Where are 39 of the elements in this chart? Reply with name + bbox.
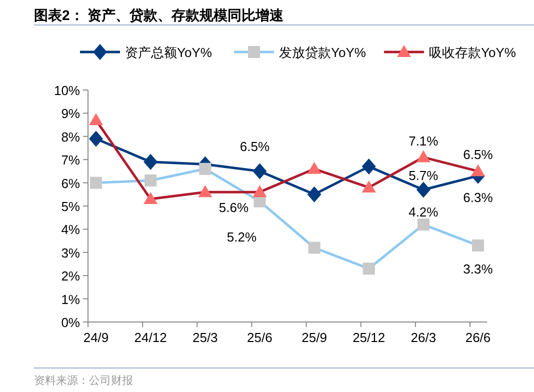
point xyxy=(252,163,267,180)
chart-title: 图表2： 资产、贷款、存款规模同比增速 xyxy=(34,7,285,23)
data-label: 6.5% xyxy=(240,139,270,154)
x-tick-label: 25/6 xyxy=(247,330,272,345)
y-tick-label: 0% xyxy=(61,315,80,330)
data-label: 6.3% xyxy=(463,190,494,205)
data-label: 4.2% xyxy=(408,204,439,220)
text: 资料来源：公司财报 xyxy=(34,374,133,387)
data-label: 5.6% xyxy=(218,200,249,216)
y-tick-label: 4% xyxy=(61,222,80,238)
data-label: 7.1% xyxy=(408,133,439,148)
y-tick-label: 5% xyxy=(61,199,80,214)
y-tick-label: 3% xyxy=(61,245,80,260)
legend-label: 资产总额YoY% xyxy=(125,45,212,60)
x-tick-label: 25/9 xyxy=(302,330,327,345)
data-label: 3.3% xyxy=(463,261,494,276)
point xyxy=(362,158,376,175)
x-tick-label: 25/3 xyxy=(192,330,218,345)
y-tick-label: 10% xyxy=(54,83,80,98)
data-label: 5.7% xyxy=(408,168,439,183)
point xyxy=(307,186,322,202)
x-tick-label: 26/3 xyxy=(410,330,436,345)
y-tick-label: 8% xyxy=(61,129,80,144)
x-tick-label: 25/12 xyxy=(352,330,386,345)
point xyxy=(416,182,430,198)
point xyxy=(89,130,103,147)
y-tick-label: 2% xyxy=(61,268,80,284)
y-tick-label: 1% xyxy=(61,292,80,307)
x-tick-label: 24/9 xyxy=(83,330,109,345)
x-tick-label: 26/6 xyxy=(465,330,491,345)
y-tick-label: 9% xyxy=(61,106,80,122)
y-tick-label: 6% xyxy=(61,176,80,191)
legend-label: 吸收存款YoY% xyxy=(429,45,516,60)
legend-label: 发放贷款YoY% xyxy=(279,45,366,60)
y-tick-label: 7% xyxy=(61,152,80,168)
data-label: 6.5% xyxy=(463,147,494,162)
data-label: 5.2% xyxy=(226,229,257,244)
x-tick-label: 24/12 xyxy=(134,330,167,345)
point xyxy=(144,154,158,170)
